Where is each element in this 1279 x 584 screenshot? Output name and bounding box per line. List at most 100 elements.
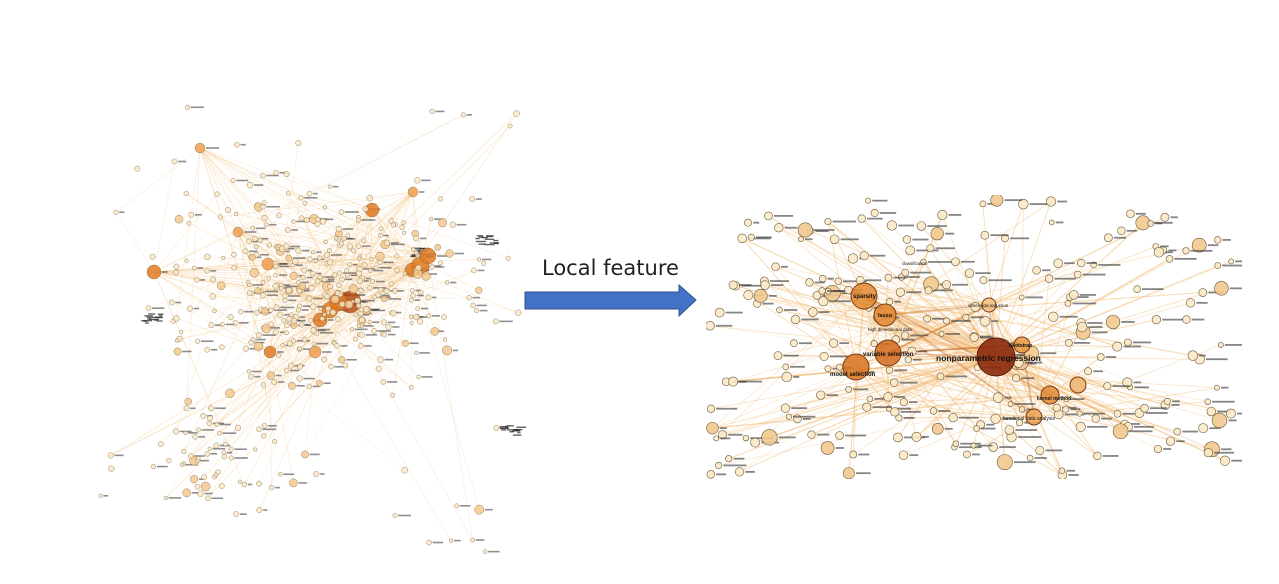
graph-node <box>306 383 312 390</box>
graph-node <box>233 320 239 326</box>
graph-node <box>367 268 373 273</box>
node-label-mark <box>778 436 796 439</box>
graph-edge <box>256 269 413 314</box>
node-label-mark <box>804 238 813 241</box>
graph-edge <box>995 222 1144 358</box>
node-label-mark <box>1160 245 1169 248</box>
graph-node <box>1012 374 1021 383</box>
node-label-mark <box>201 429 214 431</box>
node-label-mark <box>906 291 922 294</box>
node-label-mark <box>247 483 253 486</box>
node-label-mark <box>780 265 788 268</box>
node-label-mark <box>900 410 921 413</box>
node-label-mark <box>222 432 237 434</box>
node-label-mark <box>419 191 425 193</box>
graph-node <box>278 245 286 252</box>
node-label-mark <box>893 276 907 279</box>
node-label-mark <box>715 324 733 327</box>
graph-edge <box>269 113 517 353</box>
graph-node <box>402 230 407 235</box>
graph-node <box>938 331 945 337</box>
node-label-mark <box>361 299 375 302</box>
node-label-mark <box>190 106 204 109</box>
graph-edge <box>889 301 1023 346</box>
graph-node <box>399 224 405 230</box>
graph-edge <box>1049 382 1128 396</box>
graph-node <box>1163 397 1171 405</box>
graph-node <box>315 216 321 222</box>
graph-node <box>414 350 419 355</box>
graph-node <box>413 313 420 321</box>
node-label-mark <box>302 290 310 292</box>
node-bootstrap <box>1013 336 1031 354</box>
graph-node <box>197 490 204 497</box>
graph-edge <box>887 352 957 444</box>
node-label-mark <box>332 185 339 188</box>
graph-node <box>263 222 269 227</box>
node-label-mark <box>256 256 262 259</box>
graph-node <box>737 233 747 244</box>
graph-edge <box>722 344 1023 436</box>
graph-node <box>1182 315 1191 324</box>
node-label-mark <box>475 240 487 243</box>
node-label-mark <box>899 381 918 384</box>
graph-node <box>196 427 201 433</box>
graph-node <box>256 426 262 432</box>
graph-edge <box>712 295 865 429</box>
graph-edge <box>252 227 421 267</box>
node-label-mark <box>239 322 249 324</box>
graph-edge <box>887 216 1166 354</box>
node-label-mark <box>1176 440 1185 443</box>
node-label-mark <box>420 307 429 310</box>
node-label-mark <box>960 260 975 263</box>
graph-node <box>276 212 282 219</box>
graph-node <box>1026 454 1034 462</box>
graph-node <box>312 312 328 328</box>
node-label-mark <box>793 415 816 418</box>
node-label-mark <box>249 250 258 253</box>
node-label-mark <box>255 227 266 230</box>
graph-node <box>134 165 141 172</box>
graph-edge <box>199 147 509 259</box>
node-label-mark <box>1010 237 1030 240</box>
graph-edge <box>250 263 269 343</box>
graph-node <box>473 308 479 314</box>
node-label-mark <box>313 192 318 195</box>
node-label-mark <box>476 304 487 307</box>
node-functional-data-analysis <box>1025 408 1043 426</box>
node-label-mark <box>268 424 277 427</box>
graph-node <box>381 295 388 303</box>
node-label-mark <box>283 473 295 476</box>
graph-edge <box>212 296 339 303</box>
graph-node <box>292 258 299 265</box>
graph-node <box>273 263 279 269</box>
node-label-mark <box>200 340 214 343</box>
graph-node <box>1048 311 1059 322</box>
graph-node <box>929 407 938 415</box>
local-small-nodes <box>706 195 1242 479</box>
graph-node <box>819 351 829 361</box>
graph-node <box>808 307 818 317</box>
graph-edge <box>199 147 296 262</box>
node-label-mark <box>484 243 495 246</box>
node-label-mark <box>206 147 220 149</box>
graph-node <box>296 280 301 285</box>
node-sparsity <box>850 282 878 310</box>
graph-node <box>301 336 308 343</box>
node-label-mark <box>114 454 124 457</box>
graph-node <box>183 190 189 197</box>
graph-node <box>920 258 927 266</box>
node-label-mark <box>829 355 849 358</box>
graph-node <box>923 314 931 323</box>
node-label-mark <box>894 369 908 372</box>
graph-node <box>149 253 156 260</box>
graph-node <box>173 269 179 276</box>
graph-edge <box>329 309 342 360</box>
graph-edge <box>298 250 331 311</box>
node-label-mark <box>313 297 323 300</box>
graph-node <box>980 230 990 240</box>
graph-node <box>278 472 283 477</box>
node-label-mark <box>516 426 527 428</box>
node-label-mark <box>438 330 445 333</box>
graph-node <box>268 321 274 328</box>
